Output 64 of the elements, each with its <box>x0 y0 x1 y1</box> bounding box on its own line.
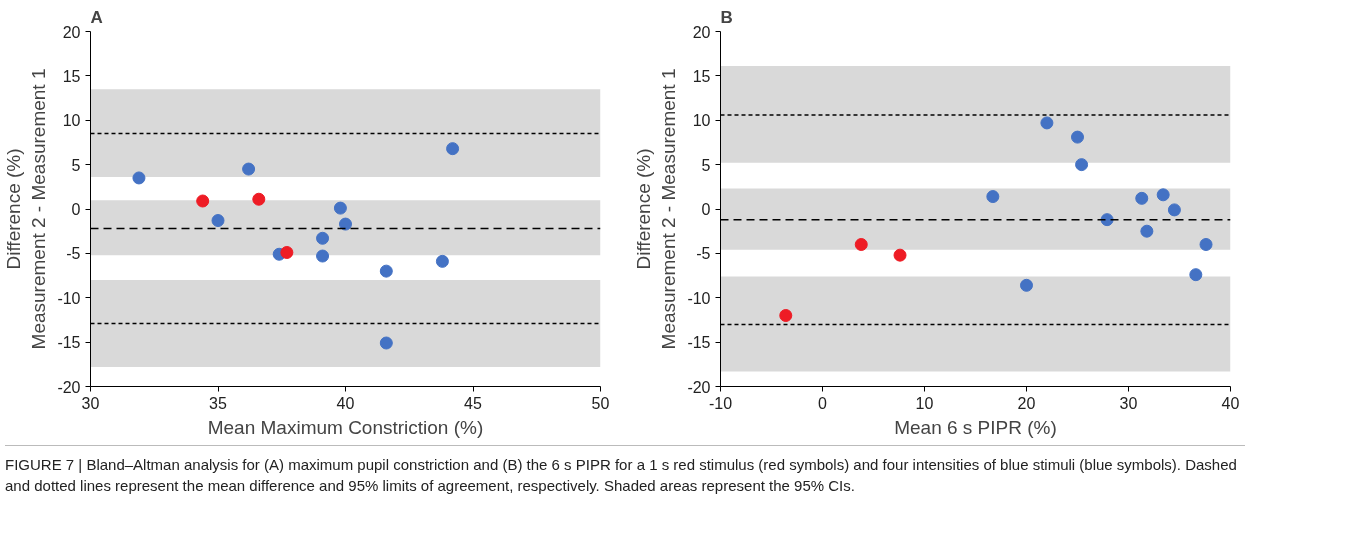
y-axis-title: Difference (%) Measurement 2 - Measurement 1 <box>3 68 50 350</box>
x-tick-label: 45 <box>464 394 482 412</box>
x-tick-label: 30 <box>1119 394 1138 412</box>
point <box>1100 213 1114 227</box>
point <box>1020 278 1033 292</box>
y-tick-label: 10 <box>62 112 81 130</box>
point <box>435 254 449 268</box>
point <box>446 142 460 156</box>
point <box>1135 191 1149 205</box>
chart-title: A <box>90 7 103 27</box>
point <box>1199 238 1213 251</box>
y-tick-label: -5 <box>696 245 711 263</box>
point <box>854 238 868 251</box>
y-tick-label: -5 <box>66 245 81 263</box>
caption: FIGURE 7 | Bland–Altman analysis for (A) maximum pupil constriction and (B) the 6 s PIPR for a 1 s red stimulus (red symbols) and four intensities of blue stimuli (blue symbols). Dashed and dotted lines represent the mean difference and 95% limits of agreement, respectively. Shaded areas represent the 95% CIs. <box>5 455 1238 497</box>
y-tick-label: 5 <box>71 156 81 174</box>
x-axis-title: Mean Maximum Constriction (%) <box>207 416 484 438</box>
point <box>1140 224 1154 238</box>
y-tick-label: 15 <box>62 67 81 85</box>
y-tick-label: 10 <box>692 112 711 130</box>
y-tick-label: 5 <box>701 156 711 174</box>
point <box>1156 188 1170 202</box>
y-tick-label: 0 <box>71 201 81 218</box>
y-axis-title: Difference (%) Measurement 2 - Measurement 1 <box>633 68 680 350</box>
y-tick-label: -20 <box>687 378 711 396</box>
point <box>379 264 393 278</box>
y-tick-label: -10 <box>687 289 711 307</box>
point <box>242 162 256 176</box>
x-tick-label: 10 <box>915 394 934 412</box>
chart-title: B <box>720 7 733 27</box>
x-tick-label: 40 <box>336 394 355 412</box>
x-axis-title: Mean 6 s PIPR (%) <box>894 416 1057 438</box>
x-tick-label: 30 <box>81 394 100 412</box>
y-tick-label: 20 <box>692 23 711 41</box>
y-tick-label: -15 <box>687 334 711 352</box>
point <box>339 217 352 231</box>
point <box>379 336 393 350</box>
point <box>779 309 793 322</box>
point <box>1040 116 1054 130</box>
x-tick-label: 50 <box>591 394 610 412</box>
point <box>1167 203 1181 217</box>
point <box>1071 130 1084 144</box>
point <box>1189 268 1203 282</box>
point <box>132 171 146 185</box>
y-tick-label: 20 <box>62 23 81 41</box>
point <box>252 192 266 206</box>
x-tick-label: 40 <box>1221 394 1240 412</box>
x-tick-label: 20 <box>1017 394 1036 412</box>
point <box>196 194 210 208</box>
y-tick-label: -20 <box>57 378 81 396</box>
point <box>1075 158 1089 172</box>
point <box>333 201 347 215</box>
point <box>316 249 330 263</box>
y-tick-label: 0 <box>701 201 711 218</box>
x-tick-label: 35 <box>209 394 227 412</box>
point <box>211 214 225 228</box>
y-tick-label: 15 <box>692 67 711 85</box>
point <box>893 248 907 262</box>
y-tick-label: -15 <box>57 334 81 352</box>
x-tick-label: 0 <box>818 394 828 412</box>
point <box>986 190 1000 204</box>
y-tick-label: -10 <box>57 289 81 307</box>
point <box>280 246 294 259</box>
point <box>316 231 330 245</box>
